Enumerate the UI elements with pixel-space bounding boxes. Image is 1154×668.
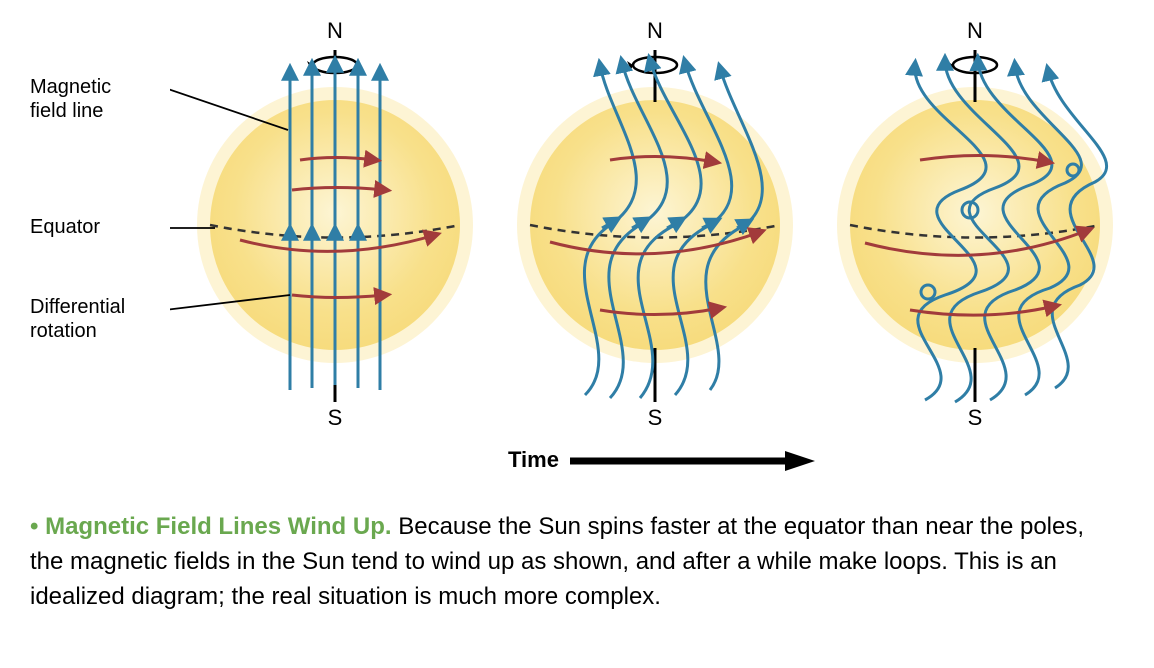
svg-text:S: S: [968, 405, 983, 430]
figure-caption: • Magnetic Field Lines Wind Up. Because …: [30, 510, 1124, 614]
diagram-row: Magneticfield line Equator Differentialr…: [30, 10, 1124, 440]
sun-stage-1: N S: [170, 10, 490, 440]
time-arrow-icon: [570, 449, 830, 479]
svg-text:S: S: [648, 405, 663, 430]
svg-text:N: N: [647, 18, 663, 43]
sun-stage-3-svg: N S: [810, 10, 1130, 440]
caption-lead: Magnetic Field Lines Wind Up.: [45, 513, 391, 540]
sun-stage-2: N S: [490, 10, 810, 440]
label-differential-rotation: Differentialrotation: [30, 295, 125, 343]
sun-stage-3: N S: [810, 10, 1130, 440]
time-label: Time: [508, 447, 559, 473]
south-pole-label: S: [328, 405, 343, 430]
bullet-icon: •: [30, 513, 45, 540]
north-pole-label: N: [327, 18, 343, 43]
labels-column: Magneticfield line Equator Differentialr…: [30, 10, 170, 440]
sun-stage-1-svg: N S: [170, 10, 490, 440]
sun-stage-2-svg: N S: [490, 10, 810, 440]
svg-text:N: N: [967, 18, 983, 43]
label-equator: Equator: [30, 215, 100, 239]
label-magnetic-field-line: Magneticfield line: [30, 75, 111, 123]
time-row: Time: [30, 445, 1124, 485]
